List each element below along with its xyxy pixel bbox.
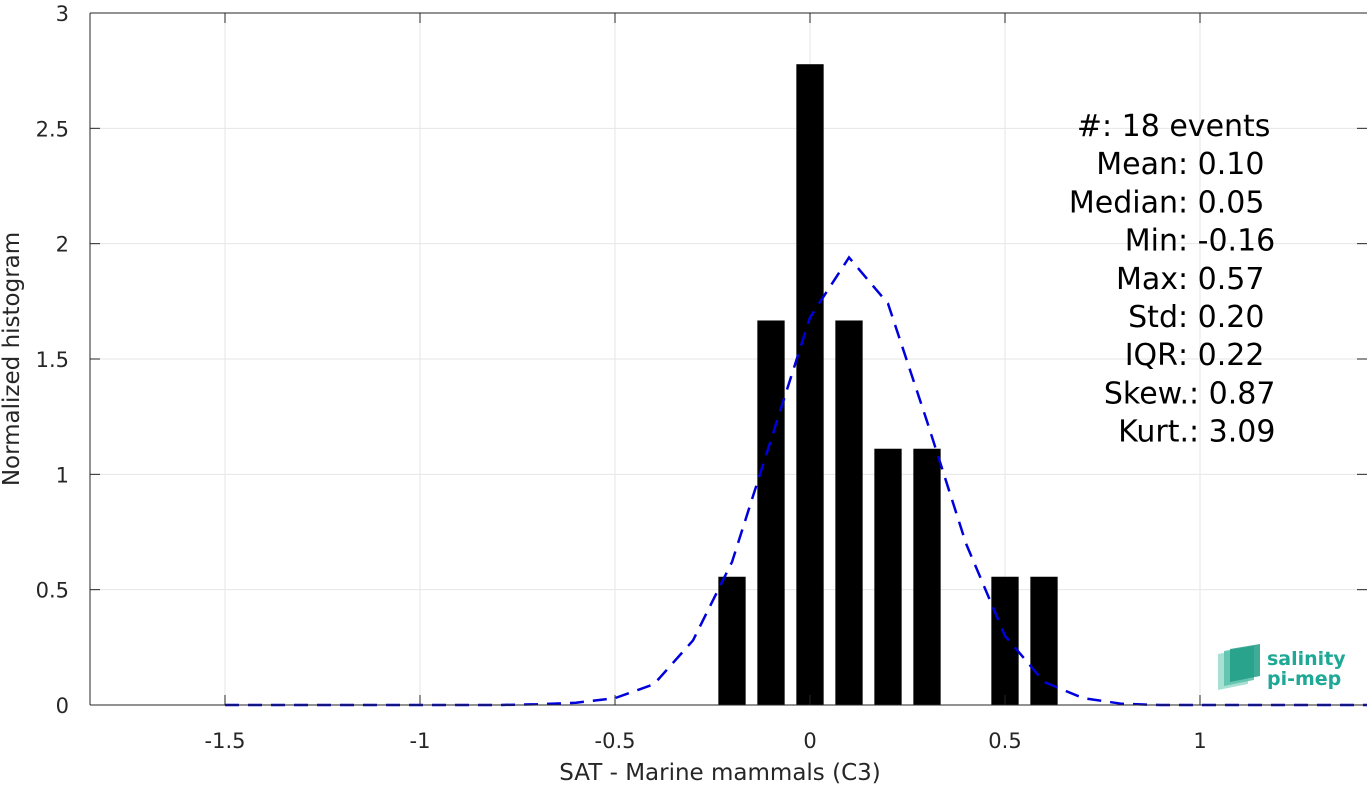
histogram-bar bbox=[913, 448, 941, 705]
x-tick-label: 0 bbox=[803, 729, 816, 753]
x-tick-label: -1 bbox=[410, 729, 431, 753]
salinity-pi-mep-logo: salinity pi-mep bbox=[1218, 644, 1346, 690]
y-tick-label: 3 bbox=[56, 2, 69, 26]
histogram-bar bbox=[718, 576, 746, 705]
stat-value: : 18 events bbox=[1102, 109, 1270, 144]
stat-value: : 0.57 bbox=[1178, 262, 1264, 297]
stat-label: IQR bbox=[1125, 338, 1178, 373]
stat-value: : 3.09 bbox=[1189, 415, 1275, 450]
y-tick-label: 0.5 bbox=[36, 579, 69, 603]
stat-label: Kurt. bbox=[1118, 415, 1189, 450]
stat-label: Max bbox=[1116, 262, 1178, 297]
stat-value: : 0.10 bbox=[1178, 147, 1264, 182]
x-tick-label: -0.5 bbox=[595, 729, 636, 753]
x-tick-label: -1.5 bbox=[205, 729, 246, 753]
x-axis-label: SAT - Marine mammals (C3) bbox=[559, 760, 881, 785]
stat-label: Skew. bbox=[1104, 376, 1189, 411]
y-tick-label: 2 bbox=[56, 233, 69, 257]
histogram-bar bbox=[991, 576, 1019, 705]
histogram-bar bbox=[796, 64, 824, 705]
stat-value: : 0.05 bbox=[1178, 185, 1264, 220]
histogram-bar bbox=[874, 448, 902, 705]
stat-label: # bbox=[1077, 109, 1102, 144]
y-tick-label: 0 bbox=[56, 694, 69, 718]
logo-text-line2: pi-mep bbox=[1267, 668, 1341, 690]
stat-value: : -0.16 bbox=[1178, 224, 1275, 259]
y-axis-ticks: 0 0.5 1 1.5 2 2.5 3 bbox=[36, 2, 1367, 718]
x-tick-label: 0.5 bbox=[988, 729, 1021, 753]
y-tick-label: 2.5 bbox=[36, 117, 69, 141]
histogram-bar bbox=[1030, 576, 1058, 705]
stat-value: : 0.22 bbox=[1178, 338, 1264, 373]
histogram-bar bbox=[757, 320, 785, 705]
histogram-bars bbox=[718, 64, 1058, 705]
logo-text-line1: salinity bbox=[1267, 648, 1346, 670]
x-tick-label: 1 bbox=[1193, 729, 1206, 753]
histogram-bar bbox=[835, 320, 863, 705]
stat-label: Mean bbox=[1096, 147, 1178, 182]
y-tick-label: 1 bbox=[56, 463, 69, 487]
y-axis-label: Normalized histogram bbox=[0, 232, 25, 486]
x-axis-ticks: -1.5-1-0.500.511.5 bbox=[205, 13, 1207, 753]
stat-label: Std bbox=[1128, 300, 1178, 335]
stat-value: : 0.20 bbox=[1178, 300, 1264, 335]
stat-value: : 0.87 bbox=[1189, 376, 1275, 411]
y-tick-label: 1.5 bbox=[36, 348, 69, 372]
stat-label: Median bbox=[1069, 185, 1178, 220]
stat-label: Min bbox=[1125, 224, 1178, 259]
